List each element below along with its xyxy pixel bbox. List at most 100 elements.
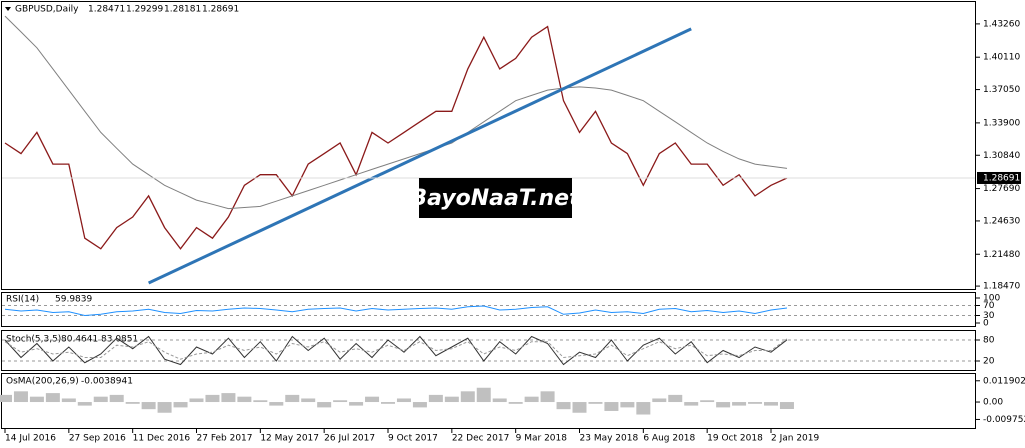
histogram-bar (189, 398, 204, 403)
histogram-bar (205, 394, 220, 403)
osma-value: -0.0038941 (81, 377, 133, 387)
last-price-box (977, 171, 1021, 184)
histogram-bar (540, 391, 555, 403)
stoch-main-value: 80.4641 (61, 335, 98, 345)
histogram-bar (45, 393, 60, 403)
histogram-bar (620, 402, 635, 408)
histogram-bar (748, 402, 763, 404)
ohlc-high: 1.29299 (126, 5, 163, 15)
histogram-bar (349, 402, 364, 406)
y-tick-label: 1.18470 (983, 282, 1020, 292)
rsi-title: RSI(14) (6, 295, 39, 305)
histogram-bar (317, 402, 332, 408)
histogram-bar (716, 402, 731, 408)
ohlc-close: 1.28691 (202, 5, 239, 15)
histogram-bar (93, 396, 108, 403)
histogram-bar (157, 402, 172, 413)
histogram-bar (396, 398, 411, 403)
y-tick-label: 1.24630 (983, 216, 1020, 226)
histogram-bar (125, 402, 140, 404)
histogram-bar (588, 402, 603, 404)
x-tick-label: 26 Jul 2017 (324, 434, 375, 444)
histogram-bar (460, 391, 475, 403)
histogram-bar (652, 398, 667, 403)
y-tick-label: 70 (983, 301, 995, 311)
x-tick-label: 9 Oct 2017 (388, 434, 438, 444)
x-tick-label: 14 Jul 2016 (5, 434, 56, 444)
histogram-bar (668, 394, 683, 403)
y-tick-label: 1.43260 (983, 19, 1020, 29)
symbol-title: GBPUSD,Daily (15, 5, 79, 15)
histogram-bar (476, 387, 491, 403)
stoch-frame (1, 330, 976, 371)
x-tick-label: 9 Mar 2018 (516, 434, 568, 444)
x-tick-label: 12 May 2017 (260, 434, 319, 444)
indicator-line (4, 305, 788, 317)
y-tick-label: 1.37050 (983, 85, 1020, 95)
histogram-bar (572, 402, 587, 413)
histogram-bar (684, 402, 699, 406)
x-tick-label: 6 Aug 2018 (643, 434, 695, 444)
y-tick-label: 0 (983, 319, 989, 329)
indicator-line (4, 338, 788, 360)
watermark-box (419, 178, 572, 218)
histogram-bar (285, 394, 300, 403)
x-tick-label: 27 Sep 2016 (69, 434, 126, 444)
histogram-bar (700, 400, 715, 403)
x-tick-label: 27 Feb 2017 (197, 434, 253, 444)
histogram-bar (492, 398, 507, 403)
watermark: BayoNaaT.net (410, 186, 581, 211)
histogram-bar (29, 396, 44, 403)
histogram-bar (301, 398, 316, 403)
x-tick-label: 22 Dec 2017 (452, 434, 510, 444)
histogram-bar (381, 402, 395, 404)
histogram-bar (636, 402, 651, 415)
histogram-bar (365, 396, 380, 403)
histogram-bar (61, 398, 76, 403)
histogram-bar (253, 400, 268, 403)
histogram-bar (412, 402, 427, 408)
x-tick-label: 23 May 2018 (580, 434, 639, 444)
y-tick-label: 1.30840 (983, 151, 1020, 161)
ohlc-low: 1.28181 (164, 5, 201, 15)
indicator-line (4, 335, 788, 366)
histogram-bar (428, 394, 443, 403)
moving-average (4, 15, 788, 210)
x-tick-label: 11 Dec 2016 (133, 434, 191, 444)
histogram-bar (732, 402, 747, 406)
histogram-bar (237, 396, 252, 403)
price-frame (1, 1, 976, 290)
y-tick-label: 1.40110 (983, 53, 1020, 63)
histogram-bar (269, 402, 284, 406)
y-tick-label: 30 (983, 311, 995, 321)
histogram-bar (0, 394, 12, 403)
x-tick-label: 2 Jan 2019 (771, 434, 819, 444)
histogram-bar (764, 402, 778, 406)
histogram-bar (779, 402, 794, 409)
rsi-value: 59.9839 (55, 295, 92, 305)
histogram-bar (604, 402, 619, 411)
y-tick-label: 80 (983, 335, 995, 345)
histogram-bar (508, 402, 523, 404)
y-tick-label: 100 (983, 294, 1000, 304)
histogram-bar (333, 400, 348, 403)
y-tick-label: 1.33900 (983, 118, 1020, 128)
y-tick-label: 0.0119022 (983, 376, 1025, 386)
y-tick-label: 1.27690 (983, 184, 1020, 194)
x-tick-label: 19 Oct 2018 (707, 434, 763, 444)
price-line (4, 25, 788, 250)
histogram-bar (77, 402, 92, 406)
y-tick-label: 0.00 (983, 398, 1003, 408)
menu-arrow (5, 7, 11, 11)
histogram-bar (221, 393, 236, 403)
histogram-bar (109, 394, 124, 403)
trendline (147, 27, 692, 285)
histogram-bar (13, 391, 28, 403)
y-tick-label: -0.0097524 (983, 415, 1025, 425)
rsi-frame (1, 292, 976, 327)
histogram-bar (173, 402, 188, 408)
stoch-signal-value: 83.0851 (101, 335, 138, 345)
ohlc-open: 1.28471 (88, 5, 125, 15)
